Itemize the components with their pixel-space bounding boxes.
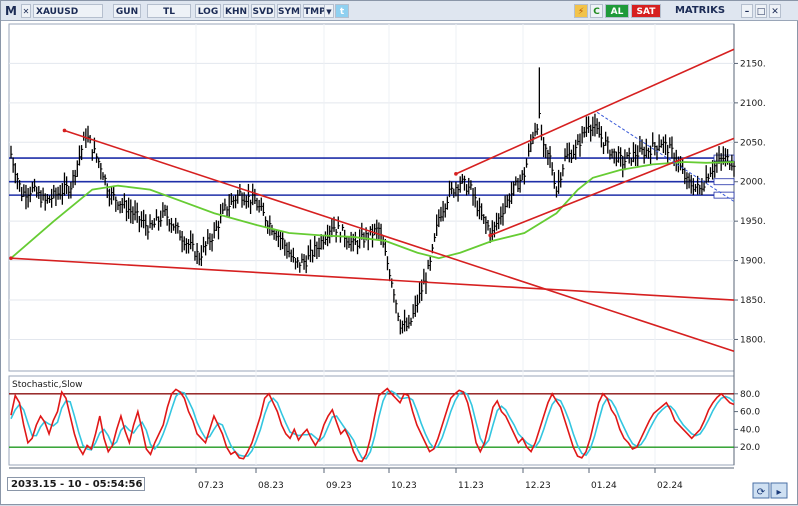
symbol-field[interactable]: XAUUSD [33,4,103,18]
moving-average-line [10,161,735,260]
trend-line-handle[interactable] [9,256,13,261]
dashed-trend-line[interactable] [596,111,735,202]
moving-average [10,161,735,260]
log-button[interactable]: LOG [195,4,221,18]
c-button[interactable]: C [590,4,603,18]
stochastic-tick-label: 40.0 [740,425,760,435]
time-tick-label: 11.23 [458,481,484,491]
price-tick-label: 1800. [740,335,766,345]
tmp-button[interactable]: TMP [303,4,326,18]
price-tick-label: 1900. [740,257,766,267]
time-tick-label: 09.23 [326,481,352,491]
trend-lines[interactable] [9,48,735,353]
window-close-icon[interactable]: ✕ [769,4,781,18]
lightning-icon[interactable]: ⚡ [574,4,588,18]
time-tick-label: 02.24 [657,481,683,491]
scroll-right-icon[interactable] [770,482,788,499]
close-icon[interactable]: ✕ [21,4,31,18]
minimize-icon[interactable]: – [741,4,753,18]
price-tick-label: 1950. [740,217,766,227]
trend-line[interactable] [10,257,735,301]
time-readout: 2033.15 - 10 - 05:54:56 [7,477,145,491]
svg-text:⟳: ⟳ [757,487,766,498]
stochastic-tick-label: 20.0 [740,443,760,453]
sync-icon[interactable] [752,482,770,499]
toolbar: M ✕ XAUUSD GUN TL LOG KHN SVD SYM TMP ▼ … [1,1,798,21]
price-tick-label: 2000. [740,178,766,188]
stochastic-panel [8,375,735,466]
brand-label: MATRIKS [674,5,726,16]
matriks-logo: M [5,4,17,18]
stochastic-lines [9,387,735,463]
trend-line-handle[interactable] [62,128,67,133]
trend-line[interactable] [64,129,735,353]
price-tick-label: 2150. [740,59,766,69]
svg-text:▸: ▸ [776,487,781,498]
buy-button[interactable]: AL [605,4,629,18]
time-tick-label: 12.23 [525,481,551,491]
trend-line-handle[interactable] [488,233,492,238]
khn-button[interactable]: KHN [223,4,249,18]
price-panel [8,23,735,372]
stochastic-tick-label: 60.0 [740,408,760,418]
period-button[interactable]: GUN [113,4,141,18]
scroll-controls[interactable]: ⟳ ▸ [752,482,788,499]
stochastic-axis: 20.0 40.0 60.0 80.0 [734,390,760,453]
time-tick-label: 10.23 [391,481,417,491]
time-tick-label: 01.24 [591,481,617,491]
price-axis: 1800. 1850. 1900. 1950. 2000. 2050. 2100. 2150. [734,59,766,345]
stochastic-title: Stochastic,Slow [12,380,83,390]
price-tick-label: 2050. [740,138,766,148]
svd-button[interactable]: SVD [251,4,275,18]
trend-line-handle[interactable] [454,172,458,176]
price-tick-label: 1850. [740,296,766,306]
trend-line[interactable] [455,48,735,175]
price-tick-label: 2100. [740,99,766,109]
time-axis: 07.23 08.23 09.23 10.23 11.23 12.23 01.24 02.24 [195,468,683,491]
price-bars [10,67,736,335]
maximize-icon[interactable]: □ [755,4,767,18]
time-tick-label: 07.23 [198,481,224,491]
dropdown-icon[interactable]: ▼ [324,4,334,18]
time-tick-label: 08.23 [258,481,284,491]
sym-button[interactable]: SYM [277,4,301,18]
stochastic-k-line [10,387,735,463]
stochastic-tick-label: 80.0 [740,390,760,400]
level-marker [713,178,735,186]
trend-line[interactable] [489,137,735,237]
sell-button[interactable]: SAT [631,4,661,18]
currency-button[interactable]: TL [147,4,191,18]
twitter-icon[interactable]: t [335,4,349,18]
grid [9,24,734,465]
